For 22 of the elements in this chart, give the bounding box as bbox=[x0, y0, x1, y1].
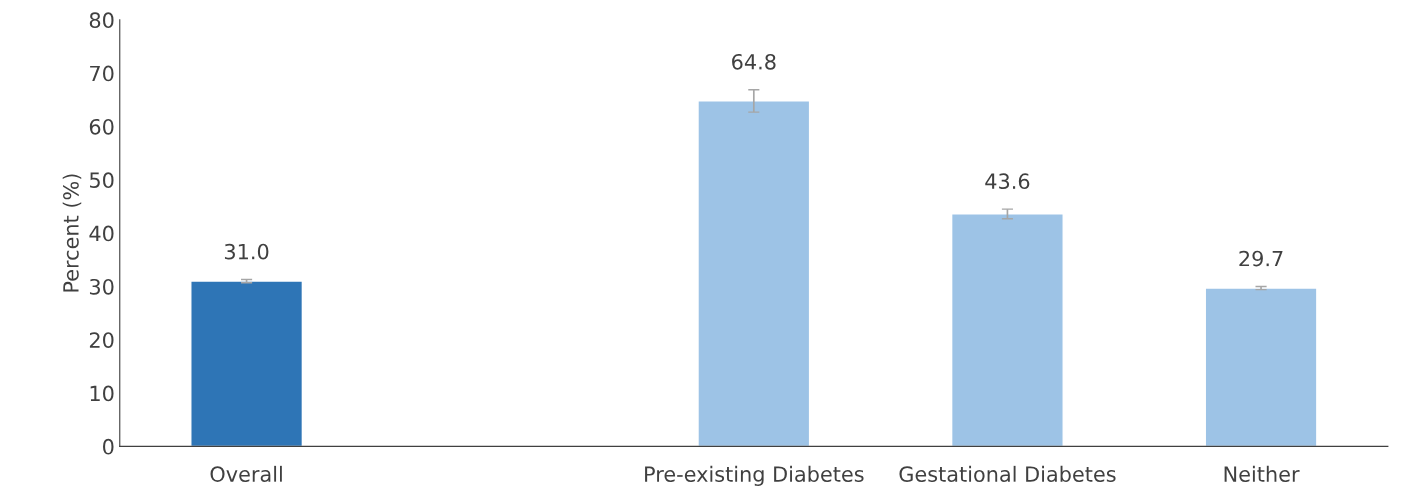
y-axis-title: Percent (%) bbox=[62, 174, 82, 292]
y-tick-label: 60 bbox=[89, 118, 114, 135]
y-tick-label: 20 bbox=[89, 332, 114, 348]
data-label: 31.0 bbox=[224, 243, 269, 260]
data-label: 43.6 bbox=[985, 173, 1030, 190]
data-label: 64.8 bbox=[732, 53, 776, 70]
y-tick-label: 30 bbox=[89, 278, 114, 295]
x-tick-label: Neither bbox=[1224, 465, 1300, 482]
x-tick-label: Pre-existing Diabetes bbox=[645, 465, 864, 487]
x-tick-label: Gestational Diabetes bbox=[899, 465, 1116, 482]
y-tick-label: 40 bbox=[89, 225, 114, 242]
data-label: 29.7 bbox=[1239, 250, 1283, 267]
x-tick-label: Overall bbox=[210, 465, 282, 482]
bar bbox=[1204, 287, 1318, 447]
bar bbox=[190, 280, 304, 447]
y-tick-label: 10 bbox=[90, 385, 114, 402]
y-tick-label: 50 bbox=[90, 172, 114, 189]
bar bbox=[950, 213, 1064, 447]
y-tick-label: 70 bbox=[90, 65, 114, 82]
y-tick-label: 80 bbox=[89, 12, 114, 29]
y-tick-label: 0 bbox=[103, 438, 114, 455]
bar bbox=[697, 100, 811, 447]
